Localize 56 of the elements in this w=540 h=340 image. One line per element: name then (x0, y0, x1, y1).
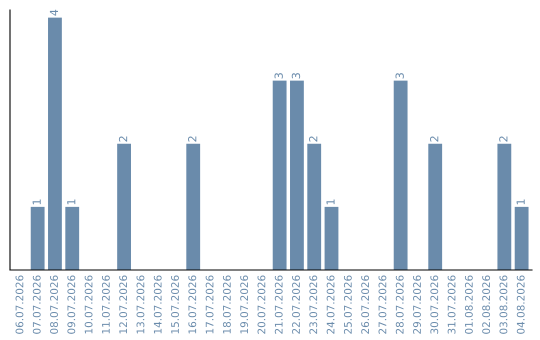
bar (428, 144, 442, 270)
x-tick-label: 10.07.2026 (84, 276, 93, 334)
x-tick-label: 12.07.2026 (119, 276, 128, 334)
data-label: 2 (430, 136, 438, 142)
bar (186, 144, 200, 270)
x-tick-label: 29.07.2026 (413, 276, 421, 334)
x-tick-label: 23.07.2026 (309, 276, 318, 334)
x-tick-label: 24.07.2026 (326, 276, 335, 334)
bar (307, 144, 322, 270)
x-tick-label: 14.07.2026 (154, 276, 162, 334)
data-label: 3 (395, 73, 404, 78)
x-tick-label: 04.08.2026 (516, 276, 525, 334)
x-tick-label: 25.07.2026 (344, 276, 352, 334)
x-tick-label: 18.07.2026 (222, 276, 231, 334)
x-tick-label: 20.07.2026 (258, 276, 266, 334)
x-tick-label: 19.07.2026 (240, 276, 248, 334)
x-tick-label: 15.07.2026 (171, 276, 179, 334)
bar (272, 80, 287, 270)
bar (497, 144, 512, 270)
x-tick-label: 28.07.2026 (396, 276, 404, 334)
bar (30, 206, 45, 270)
x-tick-label: 17.07.2026 (206, 276, 214, 334)
x-tick-label: 30.07.2026 (430, 276, 438, 334)
data-label: 3 (292, 73, 300, 78)
data-label: 4 (50, 10, 58, 16)
data-label: 1 (67, 199, 76, 204)
x-tick-label: 02.08.2026 (482, 276, 490, 334)
data-label: 3 (274, 73, 283, 78)
x-tick-label: 09.07.2026 (67, 276, 76, 334)
x-tick-label: 31.07.2026 (448, 276, 456, 334)
x-tick-label: 01.08.2026 (464, 276, 473, 334)
data-label: 2 (118, 136, 128, 142)
data-label: 1 (32, 199, 41, 204)
bar (394, 80, 408, 270)
x-tick-label: 16.07.2026 (188, 276, 196, 334)
x-tick-label: 06.07.2026 (16, 276, 24, 334)
data-label: 1 (516, 199, 525, 204)
bar (324, 206, 338, 270)
x-tick-label: 21.07.2026 (274, 276, 283, 334)
x-tick-label: 22.07.2026 (292, 276, 300, 334)
x-tick-label: 11.07.2026 (102, 276, 110, 334)
x-tick-label: 03.08.2026 (499, 276, 508, 334)
x-tick-label: 07.07.2026 (32, 276, 41, 334)
x-tick-label: 26.07.2026 (361, 276, 370, 334)
bar (514, 206, 529, 270)
bar (117, 144, 131, 270)
bar (290, 80, 304, 270)
data-label: 2 (309, 136, 318, 142)
bar (48, 18, 62, 270)
data-label: 1 (326, 199, 335, 204)
x-tick-label: 08.07.2026 (50, 276, 58, 334)
data-label: 2 (188, 136, 196, 142)
x-tick-label: 13.07.2026 (136, 276, 144, 334)
data-label: 2 (499, 136, 508, 142)
x-tick-label: 27.07.2026 (378, 276, 386, 334)
bar (65, 206, 80, 270)
